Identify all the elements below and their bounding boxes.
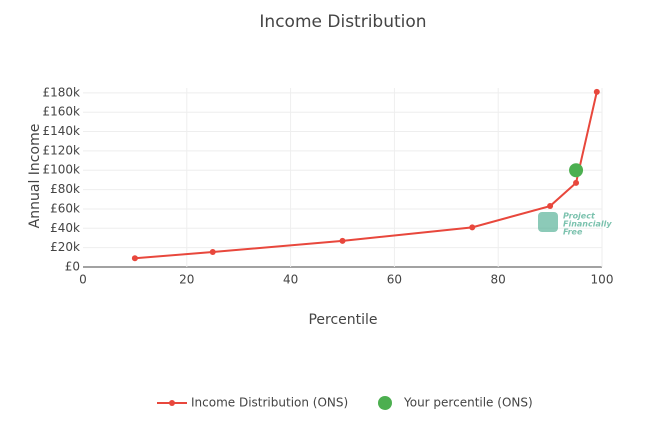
point (469, 224, 476, 231)
x-tick-label: 100 (591, 273, 614, 287)
point (131, 255, 138, 262)
point (569, 163, 584, 178)
y-tick-label: £180k (43, 85, 81, 99)
watermark-text: Free (563, 228, 583, 237)
legend-label: Your percentile (ONS) (403, 396, 533, 410)
y-tick-label: £160k (43, 105, 81, 119)
x-tick-label: 40 (283, 273, 298, 287)
x-tick-label: 60 (387, 273, 402, 287)
watermark-text: Financially (563, 220, 612, 229)
point (573, 179, 580, 186)
watermark: Project Financially Free (538, 212, 612, 237)
legend-label: Income Distribution (ONS) (191, 396, 348, 410)
legend-marker (378, 396, 392, 410)
legend: Income Distribution (ONS) Your percentile… (157, 396, 533, 410)
y-tick-label: £60k (50, 201, 80, 215)
point (547, 203, 554, 210)
point (209, 249, 216, 256)
y-axis-title: Annual Income (27, 124, 43, 229)
x-tick-label: 80 (491, 273, 506, 287)
y-tick-label: £120k (43, 143, 81, 157)
point (593, 88, 600, 95)
y-tick-label: £140k (43, 124, 81, 138)
y-tick-label: £40k (50, 221, 80, 235)
watermark-logo (538, 212, 558, 232)
plot (131, 88, 600, 262)
y-tick-label: £20k (50, 240, 80, 254)
y-tick-label: £100k (43, 163, 81, 177)
x-axis-title: Percentile (308, 312, 377, 328)
y-tick-label: £80k (50, 182, 80, 196)
point (339, 237, 346, 244)
line (134, 91, 598, 260)
x-tick-label: 20 (179, 273, 194, 287)
x-tick-label: 0 (79, 273, 87, 287)
watermark-text: Project (563, 212, 596, 221)
chart-title: Income Distribution (259, 12, 426, 32)
y-tick-label: £0 (65, 260, 80, 274)
legend-marker (169, 400, 175, 406)
